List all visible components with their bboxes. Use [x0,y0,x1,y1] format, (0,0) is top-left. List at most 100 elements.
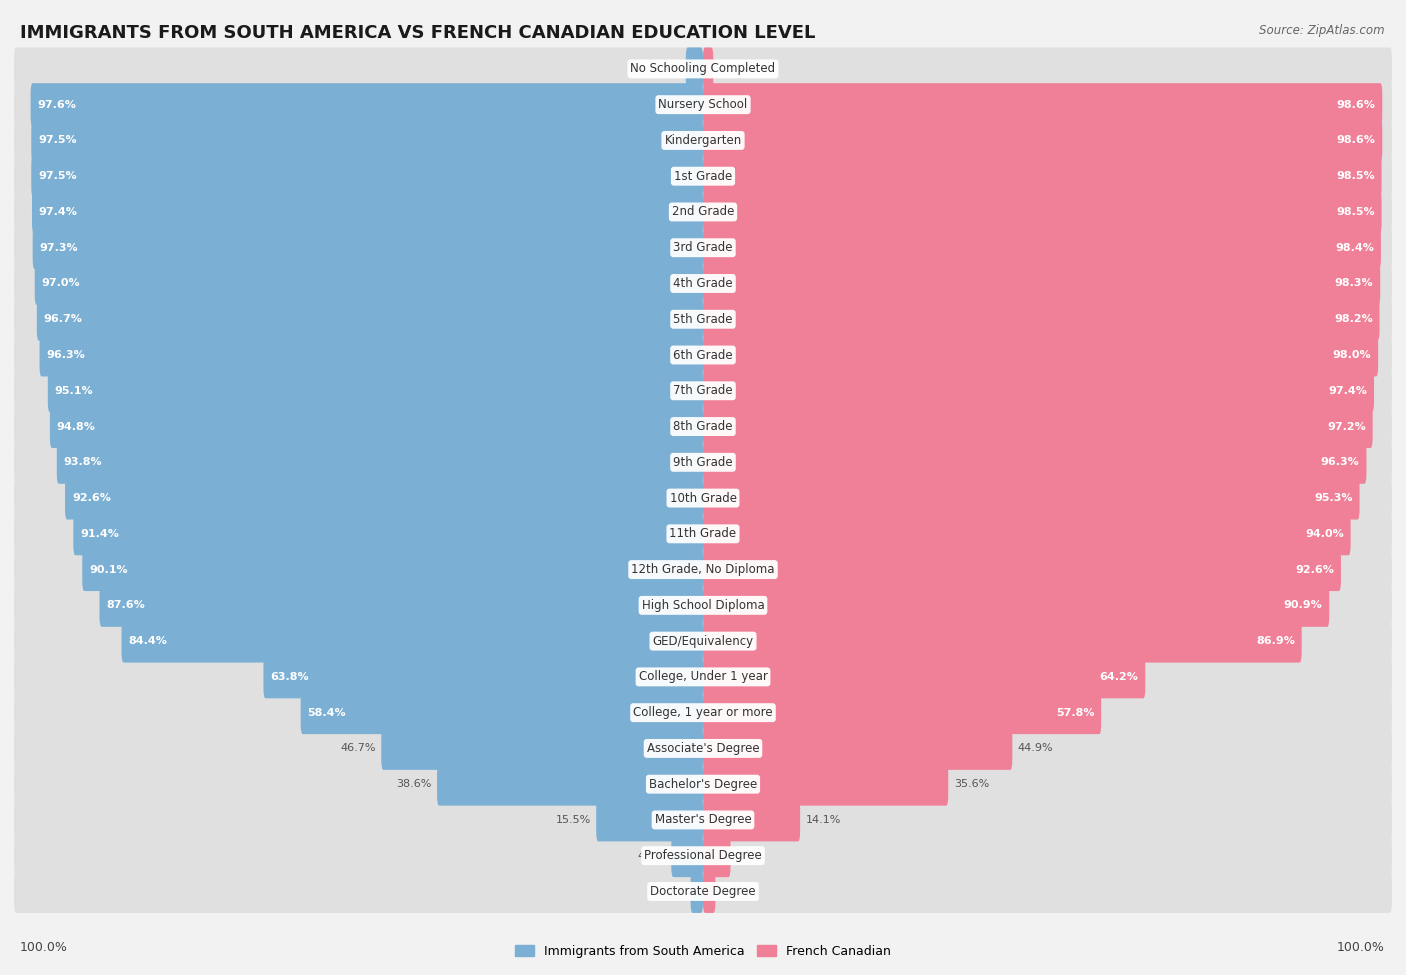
FancyBboxPatch shape [14,513,1392,556]
FancyBboxPatch shape [48,370,703,412]
FancyBboxPatch shape [690,870,703,913]
FancyBboxPatch shape [703,584,1329,627]
Text: Master's Degree: Master's Degree [655,813,751,827]
FancyBboxPatch shape [263,655,703,698]
FancyBboxPatch shape [14,727,1392,770]
FancyBboxPatch shape [14,691,1392,734]
Text: Doctorate Degree: Doctorate Degree [650,885,756,898]
FancyBboxPatch shape [35,262,703,305]
FancyBboxPatch shape [703,405,1372,448]
Text: 90.1%: 90.1% [89,565,128,574]
Text: 63.8%: 63.8% [270,672,309,682]
Text: College, 1 year or more: College, 1 year or more [633,706,773,720]
FancyBboxPatch shape [14,226,1392,269]
FancyBboxPatch shape [14,441,1392,484]
Text: 97.2%: 97.2% [1327,421,1365,432]
Text: 94.8%: 94.8% [56,421,96,432]
FancyBboxPatch shape [14,190,1392,233]
Text: 84.4%: 84.4% [128,636,167,646]
Text: 98.3%: 98.3% [1334,279,1374,289]
Text: 98.5%: 98.5% [1336,207,1375,217]
Text: 9th Grade: 9th Grade [673,455,733,469]
Text: 4.0%: 4.0% [737,851,765,861]
Text: 97.4%: 97.4% [39,207,77,217]
FancyBboxPatch shape [49,405,703,448]
FancyBboxPatch shape [703,835,731,878]
Text: GED/Equivalency: GED/Equivalency [652,635,754,647]
Text: 94.0%: 94.0% [1305,528,1344,539]
Bar [14,123,1392,158]
Text: Associate's Degree: Associate's Degree [647,742,759,755]
FancyBboxPatch shape [14,119,1392,162]
FancyBboxPatch shape [32,226,703,269]
FancyBboxPatch shape [14,333,1392,376]
Bar [14,802,1392,838]
FancyBboxPatch shape [14,477,1392,520]
Text: 96.3%: 96.3% [46,350,86,360]
Text: Professional Degree: Professional Degree [644,849,762,862]
Text: 2.5%: 2.5% [652,64,681,74]
Bar [14,445,1392,481]
Text: Source: ZipAtlas.com: Source: ZipAtlas.com [1260,24,1385,37]
FancyBboxPatch shape [703,655,1146,698]
Text: 5th Grade: 5th Grade [673,313,733,326]
FancyBboxPatch shape [31,119,703,162]
Text: College, Under 1 year: College, Under 1 year [638,671,768,683]
Text: 97.4%: 97.4% [1329,386,1367,396]
Text: 64.2%: 64.2% [1099,672,1139,682]
FancyBboxPatch shape [703,620,1302,663]
Bar [14,301,1392,337]
FancyBboxPatch shape [703,727,1012,770]
Text: 46.7%: 46.7% [340,743,375,754]
Text: 97.0%: 97.0% [42,279,80,289]
Text: 12th Grade, No Diploma: 12th Grade, No Diploma [631,564,775,576]
FancyBboxPatch shape [14,870,1392,913]
FancyBboxPatch shape [703,799,800,841]
FancyBboxPatch shape [703,190,1382,233]
Text: 4th Grade: 4th Grade [673,277,733,290]
Bar [14,552,1392,588]
FancyBboxPatch shape [31,83,703,126]
Text: 96.7%: 96.7% [44,314,83,325]
Text: 1.5%: 1.5% [718,64,747,74]
Text: High School Diploma: High School Diploma [641,599,765,612]
FancyBboxPatch shape [56,441,703,484]
Bar [14,730,1392,766]
Bar [14,874,1392,910]
FancyBboxPatch shape [703,513,1351,556]
Legend: Immigrants from South America, French Canadian: Immigrants from South America, French Ca… [510,940,896,962]
Bar [14,766,1392,802]
FancyBboxPatch shape [83,548,703,591]
Text: 98.0%: 98.0% [1333,350,1371,360]
FancyBboxPatch shape [14,48,1392,91]
Text: No Schooling Completed: No Schooling Completed [630,62,776,75]
Bar [14,695,1392,730]
Bar [14,516,1392,552]
FancyBboxPatch shape [14,83,1392,126]
FancyBboxPatch shape [703,762,948,805]
Text: 38.6%: 38.6% [396,779,432,789]
FancyBboxPatch shape [703,48,713,91]
FancyBboxPatch shape [703,548,1341,591]
FancyBboxPatch shape [703,83,1382,126]
FancyBboxPatch shape [65,477,703,520]
FancyBboxPatch shape [39,333,703,376]
FancyBboxPatch shape [14,799,1392,841]
Bar [14,337,1392,372]
Text: 100.0%: 100.0% [20,941,67,954]
FancyBboxPatch shape [703,119,1382,162]
Text: 2nd Grade: 2nd Grade [672,206,734,218]
Text: 98.6%: 98.6% [1337,136,1375,145]
Text: 58.4%: 58.4% [308,708,346,718]
FancyBboxPatch shape [14,155,1392,198]
Bar [14,481,1392,516]
Text: 44.9%: 44.9% [1018,743,1053,754]
Text: 7th Grade: 7th Grade [673,384,733,397]
Text: 86.9%: 86.9% [1256,636,1295,646]
FancyBboxPatch shape [14,297,1392,340]
FancyBboxPatch shape [671,835,703,878]
Text: 90.9%: 90.9% [1284,601,1323,610]
FancyBboxPatch shape [31,155,703,198]
Text: 92.6%: 92.6% [72,493,111,503]
Bar [14,51,1392,87]
